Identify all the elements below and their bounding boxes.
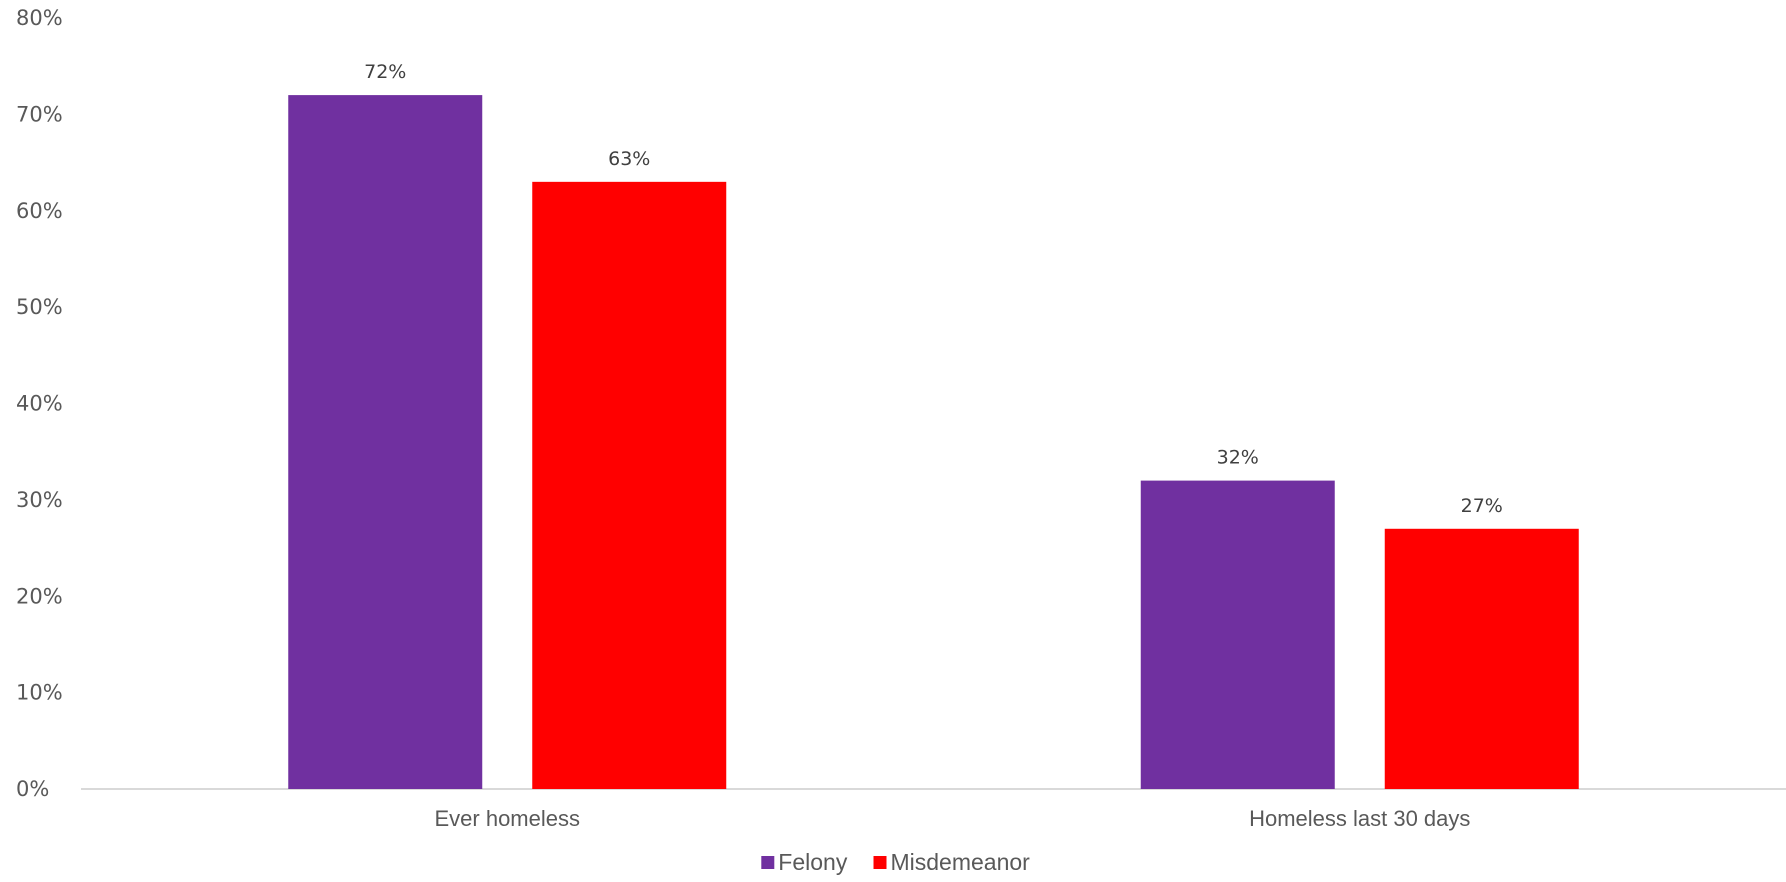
data-label: 72% bbox=[364, 61, 406, 83]
data-label: 32% bbox=[1217, 447, 1259, 469]
bar-misdemeanor-0 bbox=[532, 181, 727, 789]
bar-felony-0 bbox=[288, 95, 483, 790]
y-tick-label: 30% bbox=[16, 488, 63, 512]
y-tick-label: 80% bbox=[16, 6, 63, 30]
bar-felony-1 bbox=[1140, 480, 1335, 789]
y-tick-label: 40% bbox=[16, 392, 63, 416]
legend-label-felony: Felony bbox=[778, 849, 848, 875]
legend-swatch-felony bbox=[761, 856, 775, 869]
data-label: 63% bbox=[608, 148, 650, 170]
y-tick-label: 70% bbox=[16, 102, 63, 126]
legend-swatch-misdemeanor bbox=[873, 856, 887, 869]
x-category-label: Homeless last 30 days bbox=[1249, 806, 1470, 831]
y-tick-label: 20% bbox=[16, 584, 63, 608]
x-category-label: Ever homeless bbox=[434, 806, 580, 831]
y-tick-label: 10% bbox=[16, 681, 63, 705]
bar-misdemeanor-1 bbox=[1384, 528, 1579, 789]
y-tick-label: 50% bbox=[16, 295, 63, 319]
y-tick-label: 0% bbox=[16, 777, 49, 801]
data-label: 27% bbox=[1461, 495, 1503, 517]
y-tick-label: 60% bbox=[16, 199, 63, 223]
legend-label-misdemeanor: Misdemeanor bbox=[891, 849, 1031, 875]
